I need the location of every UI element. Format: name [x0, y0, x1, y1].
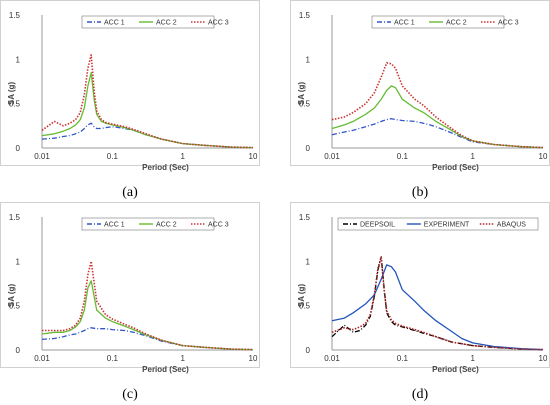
y-tick-label: 1.5 [299, 213, 311, 222]
x-tick-label: 1 [180, 354, 185, 363]
y-tick-label: 1.5 [9, 11, 21, 20]
legend: DEEPSOIL EXPERIMENT ABAQUS [337, 217, 539, 231]
legend-label: ABAQUS [497, 222, 527, 229]
series-line [331, 256, 544, 351]
x-tick-label: 1 [470, 354, 475, 363]
series-line [41, 54, 254, 149]
y-tick-label: 0.5 [299, 302, 311, 311]
legend: ACC 1 ACC 2 ACC 3 [371, 15, 519, 29]
x-tick-label: 10 [249, 354, 258, 363]
y-tick-label: 1.5 [9, 213, 21, 222]
series-line [331, 264, 544, 351]
x-tick-label: 0.1 [397, 152, 409, 161]
legend-label: ACC 2 [156, 20, 177, 27]
y-tick-label: 0 [306, 144, 311, 153]
legend-box [337, 217, 539, 231]
y-axis-label: SA (g) [7, 284, 16, 308]
x-tick-label: 0.01 [34, 152, 50, 161]
series-line [331, 118, 544, 149]
panel-caption: (c) [122, 387, 138, 402]
y-axis-label: SA (g) [7, 82, 16, 106]
y-tick-label: 1.5 [299, 11, 311, 20]
y-tick-label: 0 [306, 346, 311, 355]
chart-panel: 0 0.5 1 1.5 0.01 0.1 1 10 Period (Sec) SA (g) ACC … [0, 0, 260, 200]
x-axis-label: Period (Sec) [432, 365, 479, 374]
x-tick-label: 10 [539, 152, 548, 161]
y-tick-label: 0.5 [9, 302, 21, 311]
x-tick-label: 1 [470, 152, 475, 161]
x-axis-label: Period (Sec) [432, 163, 479, 172]
legend: ACC 1 ACC 2 ACC 3 [81, 217, 229, 231]
x-tick-label: 1 [180, 152, 185, 161]
legend-label: ACC 1 [104, 222, 125, 229]
x-tick-label: 10 [249, 152, 258, 161]
y-tick-label: 1 [16, 55, 21, 64]
x-tick-label: 0.1 [397, 354, 409, 363]
legend-label: ACC 3 [498, 20, 519, 27]
chart-panel: 0 0.5 1 1.5 0.01 0.1 1 10 Period (Sec) SA (g) ACC … [0, 202, 260, 402]
x-axis-label: Period (Sec) [142, 365, 189, 374]
chart-panel: 0 0.5 1 1.5 0.01 0.1 1 10 Period (Sec) SA (g) ACC … [290, 0, 550, 200]
x-tick-label: 0.1 [107, 152, 119, 161]
legend-label: ACC 1 [394, 20, 415, 27]
y-tick-label: 1 [16, 257, 21, 266]
series-line [331, 85, 544, 149]
chart-panel: 0 0.5 1 1.5 0.01 0.1 1 10 Period (Sec) SA (g) DEEP… [290, 202, 550, 402]
legend-label: ACC 2 [156, 222, 177, 229]
legend-label: ACC 2 [446, 20, 467, 27]
y-tick-label: 0.5 [299, 100, 311, 109]
y-tick-label: 1 [306, 55, 311, 64]
legend-label: ACC 3 [208, 222, 229, 229]
y-tick-label: 0 [16, 144, 21, 153]
y-axis-label: SA (g) [297, 284, 306, 308]
legend-label: ACC 1 [104, 20, 125, 27]
legend-label: DEEPSOIL [360, 222, 395, 229]
x-tick-label: 10 [539, 354, 548, 363]
panel-caption: (a) [122, 185, 138, 200]
y-tick-label: 0.5 [9, 100, 21, 109]
y-tick-label: 0 [16, 346, 21, 355]
series-line [41, 122, 254, 149]
legend-label: EXPERIMENT [424, 222, 470, 229]
x-tick-label: 0.01 [34, 354, 50, 363]
panel-caption: (b) [412, 185, 429, 200]
x-tick-label: 0.1 [107, 354, 119, 363]
legend: ACC 1 ACC 2 ACC 3 [81, 15, 229, 29]
x-tick-label: 0.01 [324, 354, 340, 363]
x-axis-label: Period (Sec) [142, 163, 189, 172]
x-tick-label: 0.01 [324, 152, 340, 161]
y-tick-label: 1 [306, 257, 311, 266]
legend-label: ACC 3 [208, 20, 229, 27]
series-line [42, 260, 254, 351]
panel-caption: (d) [412, 387, 429, 402]
y-axis-label: SA (g) [297, 82, 306, 106]
